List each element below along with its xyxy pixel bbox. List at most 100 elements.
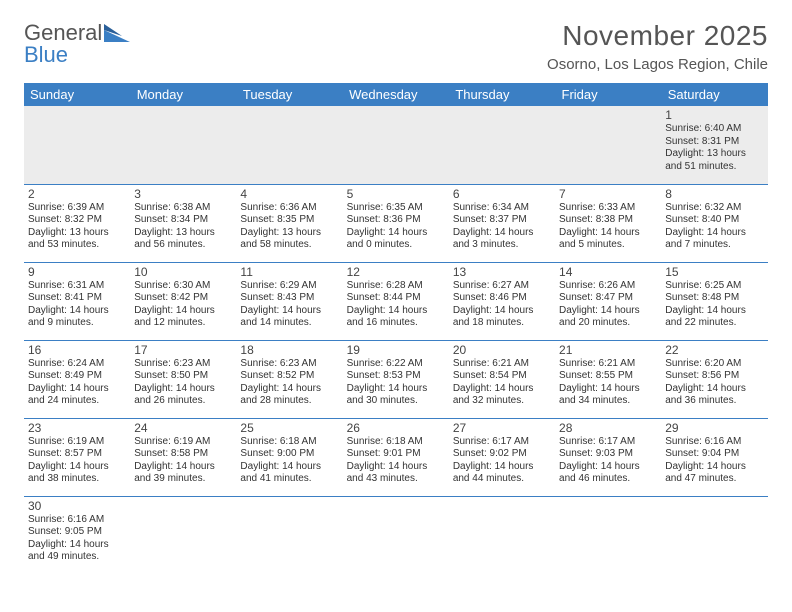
day-number: 15 xyxy=(665,265,763,279)
calendar-cell: 2Sunrise: 6:39 AMSunset: 8:32 PMDaylight… xyxy=(24,184,130,262)
weekday-header: Saturday xyxy=(661,83,767,106)
daylight-line: Daylight: 14 hours and 20 minutes. xyxy=(559,305,657,330)
calendar-cell: 5Sunrise: 6:35 AMSunset: 8:36 PMDaylight… xyxy=(343,184,449,262)
calendar-row: 30Sunrise: 6:16 AMSunset: 9:05 PMDayligh… xyxy=(24,496,768,574)
calendar-cell xyxy=(236,496,342,574)
day-number: 14 xyxy=(559,265,657,279)
day-number: 30 xyxy=(28,499,126,513)
daylight-line: Daylight: 13 hours and 53 minutes. xyxy=(28,227,126,252)
sunrise-line: Sunrise: 6:38 AM xyxy=(134,202,232,215)
day-number: 8 xyxy=(665,187,763,201)
daylight-line: Daylight: 14 hours and 18 minutes. xyxy=(453,305,551,330)
daylight-line: Daylight: 14 hours and 36 minutes. xyxy=(665,383,763,408)
calendar-cell xyxy=(343,496,449,574)
day-number: 9 xyxy=(28,265,126,279)
daylight-line: Daylight: 14 hours and 28 minutes. xyxy=(240,383,338,408)
sunset-line: Sunset: 9:04 PM xyxy=(665,448,763,461)
calendar-cell: 18Sunrise: 6:23 AMSunset: 8:52 PMDayligh… xyxy=(236,340,342,418)
calendar-cell: 7Sunrise: 6:33 AMSunset: 8:38 PMDaylight… xyxy=(555,184,661,262)
sunset-line: Sunset: 8:54 PM xyxy=(453,370,551,383)
daylight-line: Daylight: 14 hours and 12 minutes. xyxy=(134,305,232,330)
daylight-line: Daylight: 14 hours and 24 minutes. xyxy=(28,383,126,408)
daylight-line: Daylight: 14 hours and 39 minutes. xyxy=(134,461,232,486)
sunrise-line: Sunrise: 6:19 AM xyxy=(134,436,232,449)
sunrise-line: Sunrise: 6:35 AM xyxy=(347,202,445,215)
sunrise-line: Sunrise: 6:23 AM xyxy=(134,358,232,371)
daylight-line: Daylight: 14 hours and 34 minutes. xyxy=(559,383,657,408)
calendar-cell xyxy=(236,106,342,184)
sunrise-line: Sunrise: 6:39 AM xyxy=(28,202,126,215)
sunset-line: Sunset: 8:53 PM xyxy=(347,370,445,383)
calendar-cell: 17Sunrise: 6:23 AMSunset: 8:50 PMDayligh… xyxy=(130,340,236,418)
day-number: 2 xyxy=(28,187,126,201)
daylight-line: Daylight: 14 hours and 16 minutes. xyxy=(347,305,445,330)
sunrise-line: Sunrise: 6:28 AM xyxy=(347,280,445,293)
sunset-line: Sunset: 8:41 PM xyxy=(28,292,126,305)
sunset-line: Sunset: 8:52 PM xyxy=(240,370,338,383)
sunset-line: Sunset: 8:55 PM xyxy=(559,370,657,383)
weekday-header: Sunday xyxy=(24,83,130,106)
header: General November 2025 Osorno, Los Lagos … xyxy=(24,20,768,73)
calendar-cell: 20Sunrise: 6:21 AMSunset: 8:54 PMDayligh… xyxy=(449,340,555,418)
calendar-cell: 6Sunrise: 6:34 AMSunset: 8:37 PMDaylight… xyxy=(449,184,555,262)
calendar-row: 23Sunrise: 6:19 AMSunset: 8:57 PMDayligh… xyxy=(24,418,768,496)
sunrise-line: Sunrise: 6:23 AM xyxy=(240,358,338,371)
daylight-line: Daylight: 14 hours and 43 minutes. xyxy=(347,461,445,486)
sunset-line: Sunset: 8:37 PM xyxy=(453,214,551,227)
sunset-line: Sunset: 8:48 PM xyxy=(665,292,763,305)
daylight-line: Daylight: 14 hours and 46 minutes. xyxy=(559,461,657,486)
calendar-cell: 24Sunrise: 6:19 AMSunset: 8:58 PMDayligh… xyxy=(130,418,236,496)
calendar-row: 2Sunrise: 6:39 AMSunset: 8:32 PMDaylight… xyxy=(24,184,768,262)
calendar-cell xyxy=(449,496,555,574)
sunrise-line: Sunrise: 6:24 AM xyxy=(28,358,126,371)
sunrise-line: Sunrise: 6:21 AM xyxy=(453,358,551,371)
day-number: 4 xyxy=(240,187,338,201)
weekday-header-row: SundayMondayTuesdayWednesdayThursdayFrid… xyxy=(24,83,768,106)
sunset-line: Sunset: 9:02 PM xyxy=(453,448,551,461)
daylight-line: Daylight: 13 hours and 51 minutes. xyxy=(665,148,763,173)
daylight-line: Daylight: 14 hours and 47 minutes. xyxy=(665,461,763,486)
sunrise-line: Sunrise: 6:32 AM xyxy=(665,202,763,215)
logo-text-2: Blue xyxy=(24,42,68,68)
calendar-cell xyxy=(661,496,767,574)
sunrise-line: Sunrise: 6:18 AM xyxy=(347,436,445,449)
sunrise-line: Sunrise: 6:33 AM xyxy=(559,202,657,215)
calendar-cell: 27Sunrise: 6:17 AMSunset: 9:02 PMDayligh… xyxy=(449,418,555,496)
calendar-cell xyxy=(555,496,661,574)
day-number: 27 xyxy=(453,421,551,435)
daylight-line: Daylight: 14 hours and 26 minutes. xyxy=(134,383,232,408)
calendar-cell: 12Sunrise: 6:28 AMSunset: 8:44 PMDayligh… xyxy=(343,262,449,340)
calendar-cell: 1Sunrise: 6:40 AMSunset: 8:31 PMDaylight… xyxy=(661,106,767,184)
daylight-line: Daylight: 13 hours and 58 minutes. xyxy=(240,227,338,252)
calendar-cell: 4Sunrise: 6:36 AMSunset: 8:35 PMDaylight… xyxy=(236,184,342,262)
calendar-cell: 15Sunrise: 6:25 AMSunset: 8:48 PMDayligh… xyxy=(661,262,767,340)
sunrise-line: Sunrise: 6:31 AM xyxy=(28,280,126,293)
day-number: 5 xyxy=(347,187,445,201)
day-number: 24 xyxy=(134,421,232,435)
daylight-line: Daylight: 14 hours and 14 minutes. xyxy=(240,305,338,330)
day-number: 13 xyxy=(453,265,551,279)
sunset-line: Sunset: 8:43 PM xyxy=(240,292,338,305)
weekday-header: Wednesday xyxy=(343,83,449,106)
calendar-cell: 19Sunrise: 6:22 AMSunset: 8:53 PMDayligh… xyxy=(343,340,449,418)
sunset-line: Sunset: 8:58 PM xyxy=(134,448,232,461)
logo-icon xyxy=(102,20,132,46)
calendar-cell: 13Sunrise: 6:27 AMSunset: 8:46 PMDayligh… xyxy=(449,262,555,340)
day-number: 19 xyxy=(347,343,445,357)
sunset-line: Sunset: 8:32 PM xyxy=(28,214,126,227)
sunset-line: Sunset: 9:05 PM xyxy=(28,526,126,539)
calendar-cell: 26Sunrise: 6:18 AMSunset: 9:01 PMDayligh… xyxy=(343,418,449,496)
weekday-header: Friday xyxy=(555,83,661,106)
weekday-header: Thursday xyxy=(449,83,555,106)
calendar-row: 9Sunrise: 6:31 AMSunset: 8:41 PM Daylight… xyxy=(24,262,768,340)
daylight-line: Daylight: 14 hours and 49 minutes. xyxy=(28,539,126,564)
month-title: November 2025 xyxy=(547,20,768,52)
calendar-cell xyxy=(130,106,236,184)
sunrise-line: Sunrise: 6:21 AM xyxy=(559,358,657,371)
sunrise-line: Sunrise: 6:18 AM xyxy=(240,436,338,449)
daylight-line: Daylight: 14 hours and 3 minutes. xyxy=(453,227,551,252)
calendar-cell: 28Sunrise: 6:17 AMSunset: 9:03 PMDayligh… xyxy=(555,418,661,496)
weekday-header: Monday xyxy=(130,83,236,106)
calendar-body: 1Sunrise: 6:40 AMSunset: 8:31 PMDaylight… xyxy=(24,106,768,574)
calendar-cell: 16Sunrise: 6:24 AMSunset: 8:49 PMDayligh… xyxy=(24,340,130,418)
